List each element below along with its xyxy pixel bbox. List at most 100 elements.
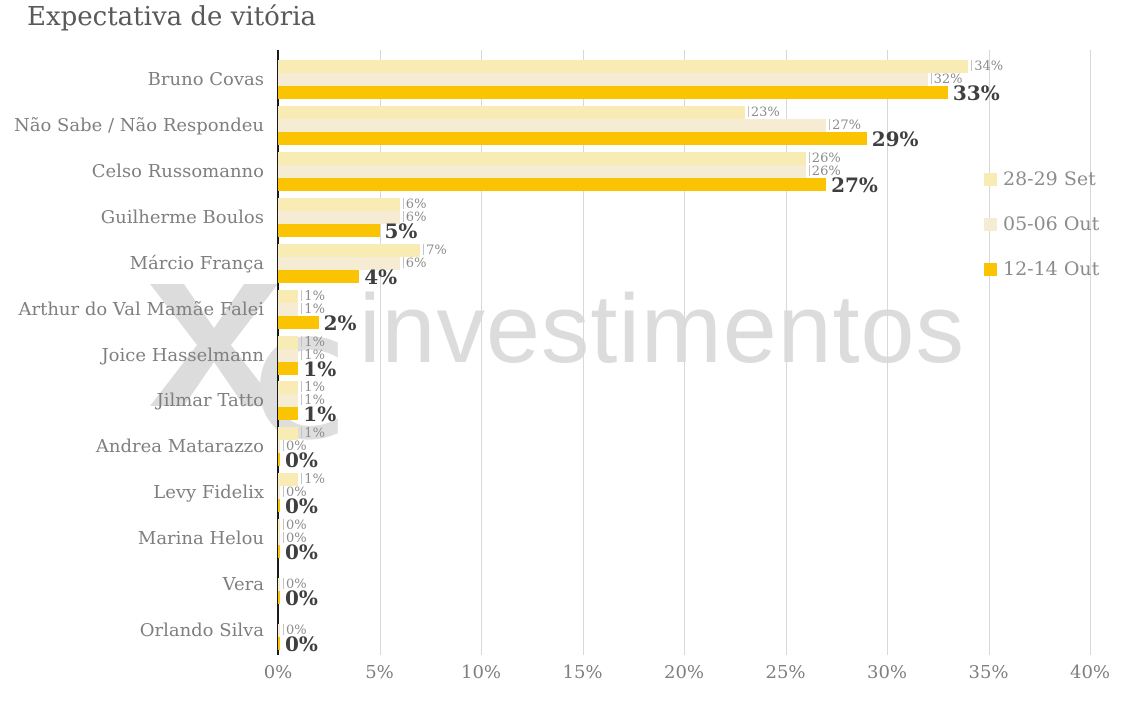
bar-value-label: 5% (384, 218, 418, 243)
category-label: Não Sabe / Não Respondeu (14, 115, 264, 137)
bar (278, 577, 280, 591)
bar (278, 60, 969, 74)
label-leader-line (283, 623, 284, 635)
x-tick-label: 30% (866, 662, 908, 683)
bar (278, 86, 948, 100)
chart-title: Expectativa de vitória (27, 2, 317, 32)
category-label: Andrea Matarazzo (95, 436, 264, 458)
gridline (481, 50, 482, 655)
x-tick-label: 20% (663, 662, 705, 683)
bar (278, 440, 280, 454)
category-label: Marina Helou (137, 527, 264, 549)
label-leader-line (283, 486, 284, 498)
label-leader-line (301, 381, 303, 393)
bar (278, 381, 299, 395)
bar-value-label: 29% (871, 127, 919, 152)
bar (278, 518, 280, 532)
x-tick-label: 10% (460, 662, 502, 683)
label-leader-line (402, 256, 404, 268)
bar (278, 623, 280, 637)
bar-value-label: 33% (952, 81, 1000, 106)
gridline (1090, 50, 1091, 655)
bar (278, 132, 867, 146)
legend-swatch (984, 263, 997, 276)
bar-value-label: 1% (301, 427, 325, 440)
bar-value-label: 0% (283, 577, 307, 591)
legend-label: 12-14 Out (1003, 258, 1100, 280)
bar (278, 210, 400, 224)
category-label: Arthur do Val Mamãe Falei (18, 298, 265, 320)
category-label: Celso Russomanno (91, 161, 264, 183)
bar (278, 348, 299, 362)
bar (278, 486, 280, 500)
x-axis: 0% 5% 10% 15% 20% 25% 30% 35% 40% (0, 662, 1131, 692)
bar-value-label: 0% (283, 518, 307, 532)
bar (278, 590, 280, 604)
bar-value-label: 0% (285, 494, 318, 519)
bar (278, 302, 299, 316)
label-leader-line (301, 335, 303, 347)
category-label: Bruno Covas (147, 69, 264, 91)
bar (278, 636, 280, 650)
label-leader-line (971, 60, 973, 72)
label-leader-line (301, 473, 303, 485)
bar (278, 335, 299, 349)
bar-value-label: 1% (301, 289, 325, 303)
label-leader-line (283, 518, 284, 530)
bar (278, 73, 928, 87)
label-leader-line (283, 440, 284, 452)
bar-value-label: 1% (301, 394, 325, 407)
legend-label: 05-06 Out (1003, 213, 1100, 235)
bar (278, 106, 745, 120)
gridline (988, 50, 990, 655)
bar-value-label: 26% (808, 152, 841, 165)
bar-value-label: 34% (971, 60, 1003, 73)
category-label: Vera (222, 573, 264, 595)
x-tick-label: 40% (1069, 662, 1111, 683)
bar (278, 256, 400, 270)
bar-value-label: 1% (301, 473, 325, 486)
bar-value-label: 26% (808, 165, 841, 178)
bar-value-label: 0% (283, 623, 307, 637)
bar (278, 223, 380, 237)
bar (278, 407, 299, 421)
bar-value-label: 1% (301, 335, 325, 349)
label-leader-line (301, 289, 303, 301)
category-label: Jilmar Tatto (156, 390, 265, 412)
bar (278, 269, 360, 283)
bar-value-label: 32% (930, 73, 963, 86)
bar (278, 289, 299, 303)
label-leader-line (283, 531, 284, 543)
bar (278, 315, 319, 329)
category-label: Joice Hasselmann (101, 344, 264, 366)
label-leader-line (402, 197, 404, 209)
bar-value-label: 0% (283, 486, 307, 499)
legend-item: 28-29 Set (984, 169, 1099, 189)
label-leader-line (423, 243, 425, 255)
gridline (887, 50, 888, 655)
bar (278, 178, 827, 192)
label-leader-line (301, 427, 303, 439)
bar-value-label: 0% (285, 448, 318, 473)
bar-value-label: 1% (303, 402, 337, 427)
bar-value-label: 0% (285, 585, 318, 610)
label-leader-line (808, 152, 810, 164)
gridline (379, 50, 381, 655)
x-tick-label: 15% (562, 662, 603, 683)
bar-value-label: 0% (285, 631, 318, 656)
bar-value-label: 1% (303, 356, 337, 381)
label-leader-line (301, 302, 303, 314)
bar-value-label: 1% (301, 348, 325, 362)
bar-value-label: 0% (283, 531, 307, 545)
category-axis: Bruno Covas Não Sabe / Não Respondeu Celso… (0, 50, 264, 655)
bar (278, 531, 280, 545)
bar (278, 394, 299, 408)
label-leader-line (402, 210, 404, 222)
category-label: Orlando Silva (139, 619, 264, 641)
x-tick-label: 0% (263, 662, 293, 683)
bar (278, 119, 827, 133)
x-tick-label: 35% (968, 662, 1009, 683)
legend-label: 28-29 Set (1003, 168, 1096, 190)
bar-value-label: 0% (285, 539, 318, 564)
